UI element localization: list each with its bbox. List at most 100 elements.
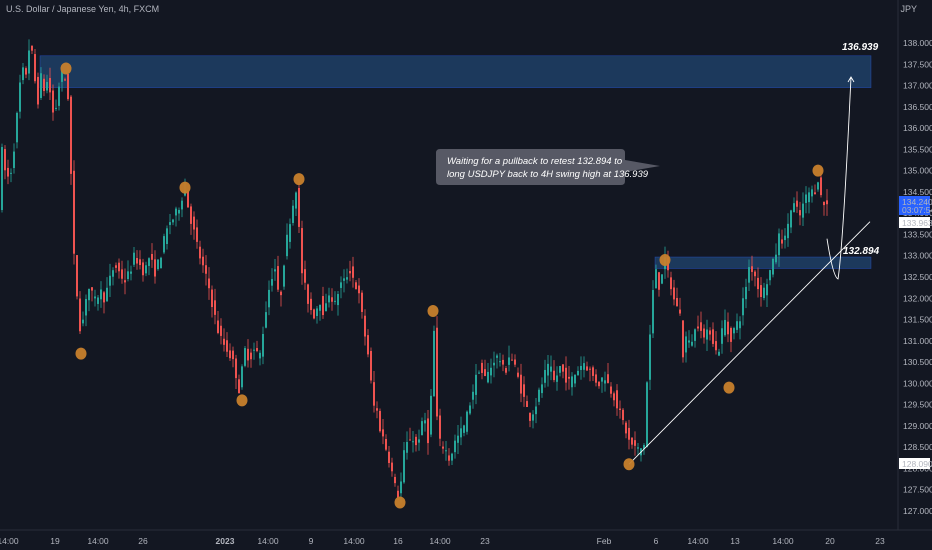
- candle-body: [628, 427, 630, 440]
- candle-body: [748, 267, 750, 283]
- candle-body: [289, 224, 291, 242]
- candle-body: [754, 271, 756, 277]
- candle-body: [391, 462, 393, 472]
- candle-body: [223, 338, 225, 345]
- candle-body: [715, 341, 717, 351]
- candle-body: [511, 359, 513, 361]
- candle-body: [301, 228, 303, 274]
- candle-body: [634, 440, 636, 446]
- price-tick-label: 135.000: [903, 166, 932, 176]
- candle-body: [463, 425, 465, 433]
- candle-body: [382, 429, 384, 437]
- price-tick-label: 136.500: [903, 102, 932, 112]
- candle-body: [499, 361, 501, 363]
- swing-point-marker: [60, 62, 72, 75]
- candle-body: [721, 328, 723, 344]
- candle-body: [619, 408, 621, 410]
- candle-body: [190, 206, 192, 224]
- candle-body: [31, 45, 33, 51]
- price-tick-label: 130.500: [903, 357, 932, 367]
- candle-body: [481, 362, 483, 373]
- price-tick-label: 129.000: [903, 421, 932, 431]
- candle-body: [403, 450, 405, 483]
- candle-body: [784, 235, 786, 241]
- candle-body: [475, 374, 477, 395]
- candle-body: [604, 380, 606, 384]
- price-tick-label: 133.000: [903, 251, 932, 261]
- time-tick-label: 14:00: [429, 536, 451, 546]
- candle-body: [211, 289, 213, 308]
- candle-body: [445, 450, 447, 452]
- candle-body: [517, 372, 519, 377]
- candle-body: [64, 79, 66, 81]
- candle-body: [394, 476, 396, 484]
- time-tick-label: 14:00: [772, 536, 794, 546]
- candle-body: [43, 78, 45, 92]
- price-tick-label: 134.500: [903, 187, 932, 197]
- candle-body: [124, 280, 126, 283]
- candle-body: [100, 289, 102, 300]
- candle-body: [250, 352, 252, 360]
- candle-body: [52, 90, 54, 113]
- candle-body: [472, 391, 474, 400]
- candle-body: [805, 194, 807, 203]
- candle-body: [451, 453, 453, 461]
- swing-point-marker: [394, 496, 406, 509]
- candle-body: [106, 287, 108, 302]
- candle-body: [139, 259, 141, 266]
- candle-body: [370, 350, 372, 381]
- note-callout[interactable]: Waiting for a pullback to retest 132.894…: [436, 149, 660, 185]
- candle-body: [97, 297, 99, 304]
- candle-body: [118, 262, 120, 272]
- candle-body: [208, 278, 210, 289]
- candle-body: [796, 200, 798, 207]
- note-line-1: Waiting for a pullback to retest 132.894…: [447, 156, 622, 167]
- candle-body: [607, 374, 609, 383]
- price-tick-label: 133.500: [903, 229, 932, 239]
- cursor-price-badge: [899, 458, 930, 469]
- candle-body: [232, 350, 234, 360]
- candle-body: [409, 439, 411, 441]
- candle-body: [196, 227, 198, 242]
- candle-body: [319, 304, 321, 311]
- candle-body: [514, 359, 516, 365]
- candle-body: [247, 348, 249, 361]
- candle-body: [790, 210, 792, 228]
- time-tick-label: 9: [309, 536, 314, 546]
- candle-body: [547, 363, 549, 376]
- candle-body: [730, 328, 732, 342]
- candle-body: [616, 390, 618, 409]
- candle-body: [103, 292, 105, 303]
- candle-body: [316, 308, 318, 316]
- candle-body: [307, 284, 309, 304]
- time-tick-label: Feb: [597, 536, 612, 546]
- candle-body: [376, 408, 378, 411]
- candle-body: [544, 369, 546, 383]
- price-tick-label: 132.500: [903, 272, 932, 282]
- time-tick-label: 19: [50, 536, 60, 546]
- candle-body: [568, 376, 570, 379]
- candle-body: [91, 287, 93, 291]
- candle-body: [775, 254, 777, 263]
- swing-point-marker: [293, 173, 305, 186]
- candle-body: [622, 409, 624, 421]
- candle-body: [172, 219, 174, 223]
- candle-body: [415, 436, 417, 446]
- trendlines-layer: [628, 76, 871, 465]
- candle-body: [652, 290, 654, 334]
- candle-body: [367, 335, 369, 355]
- candle-body: [151, 253, 153, 260]
- candle-body: [700, 322, 702, 331]
- candle-body: [349, 271, 351, 274]
- candle-body: [214, 300, 216, 315]
- candle-body: [298, 187, 300, 227]
- candle-body: [388, 451, 390, 463]
- candle-body: [559, 366, 561, 373]
- candle-body: [76, 255, 78, 297]
- candle-body: [469, 405, 471, 414]
- candle-body: [610, 386, 612, 394]
- candle-body: [127, 271, 129, 279]
- swing-point-marker: [659, 253, 671, 266]
- candle-body: [79, 298, 81, 332]
